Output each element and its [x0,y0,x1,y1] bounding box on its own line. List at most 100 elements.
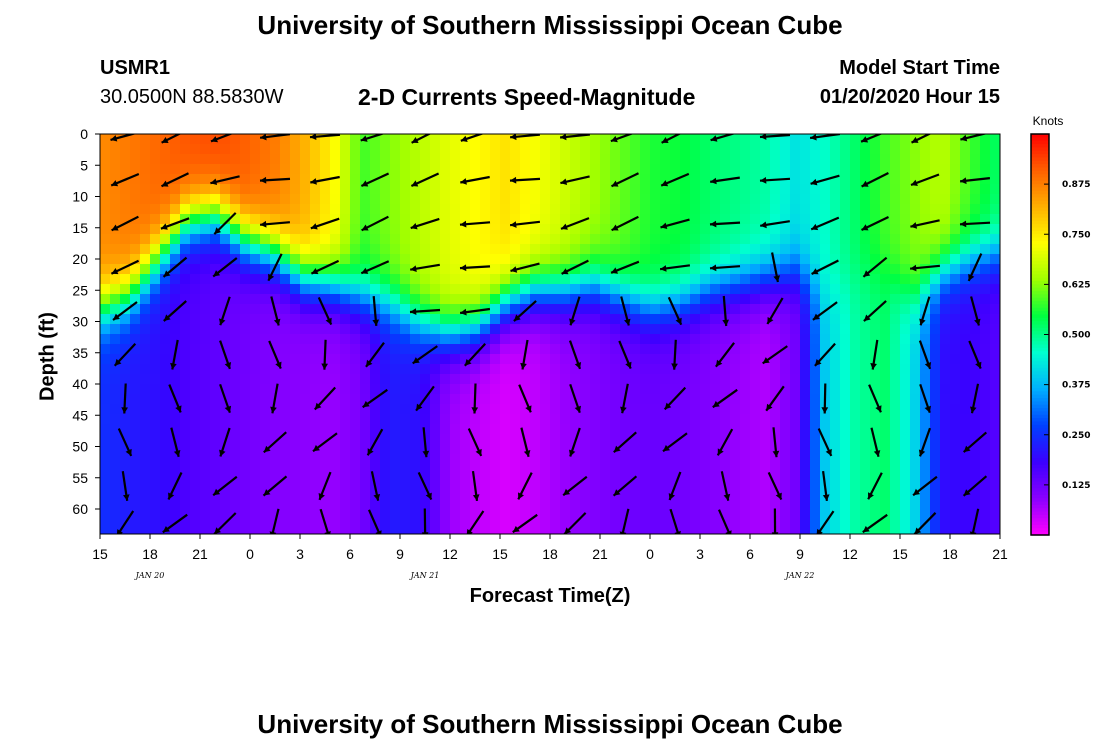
heatmap-cell [200,244,211,255]
heatmap-cell [210,284,221,295]
heatmap-cell [370,204,381,215]
heatmap-cell [570,364,581,375]
heatmap-cell [970,354,981,365]
current-arrow [919,296,931,326]
heatmap-cell [350,264,361,275]
colorbar-swatch [1031,167,1049,172]
current-arrow [170,339,179,370]
heatmap-cell [210,354,221,365]
heatmap-cell [740,134,751,145]
heatmap-cell [260,224,271,235]
heatmap-cell [190,374,201,385]
heatmap-cell [140,324,151,335]
heatmap-cell [980,254,991,265]
heatmap-cell [340,194,351,205]
heatmap-cell [810,234,821,245]
current-arrow [667,296,683,326]
heatmap-cell [450,264,461,275]
heatmap-cell [710,334,721,345]
heatmap-cell [960,424,971,435]
heatmap-cell [460,314,471,325]
heatmap-cell [240,204,251,215]
heatmap-cell [400,434,411,445]
heatmap-cell [840,474,851,485]
heatmap-cell [890,314,901,325]
heatmap-cell [240,494,251,505]
heatmap-cell [990,324,1000,335]
heatmap-cell [610,424,621,435]
heatmap-cell [480,244,491,255]
heatmap-cell [230,454,241,465]
heatmap-cell [720,524,731,534]
heatmap-cell [870,504,881,515]
heatmap-cell [740,444,751,455]
heatmap-cell [520,334,531,345]
heatmap-cell [600,384,611,395]
heatmap-cell [700,524,711,534]
heatmap-cell [530,404,541,415]
heatmap-cell [970,314,981,325]
heatmap-cell [520,514,531,525]
heatmap-cell [720,464,731,475]
heatmap-cell [250,154,261,165]
heatmap-cell [370,144,381,155]
colorbar-swatch [1031,240,1049,245]
heatmap-cell [890,444,901,455]
heatmap-cell [720,454,731,465]
heatmap-cell [330,344,341,355]
heatmap-cell [480,474,491,485]
heatmap-cell [200,394,211,405]
heatmap-cell [430,494,441,505]
current-arrow [510,134,540,141]
heatmap-cell [420,224,431,235]
heatmap-cell [370,184,381,195]
heatmap-cell [440,514,451,525]
heatmap-cell [690,414,701,425]
heatmap-cell [800,134,811,145]
heatmap-cell [930,204,941,215]
heatmap-cell [890,174,901,185]
heatmap-cell [730,194,741,205]
heatmap-cell [510,474,521,485]
heatmap-cell [900,354,911,365]
heatmap-cell [370,274,381,285]
heatmap-cell [100,334,111,345]
heatmap-cell [690,284,701,295]
heatmap-cell [230,404,241,415]
heatmap-cell [930,414,941,425]
heatmap-cell [510,304,521,315]
heatmap-cell [660,154,671,165]
heatmap-cell [320,184,331,195]
heatmap-cell [860,464,871,475]
heatmap-cell [650,424,661,435]
heatmap-cell [700,284,711,295]
heatmap-cell [990,374,1000,385]
heatmap-cell [630,374,641,385]
heatmap-cell [250,394,261,405]
heatmap-cell [860,384,871,395]
heatmap-cell [150,344,161,355]
heatmap-cell [740,224,751,235]
heatmap-cell [170,204,181,215]
heatmap-cell [480,504,491,515]
heatmap-cell [370,464,381,475]
heatmap-cell [210,184,221,195]
heatmap-cell [430,444,441,455]
heatmap-cell [750,214,761,225]
heatmap-cell [530,374,541,385]
heatmap-cell [790,174,801,185]
heatmap-cell [800,324,811,335]
heatmap-cell [490,144,501,155]
heatmap-cell [480,144,491,155]
heatmap-cell [490,274,501,285]
heatmap-cell [930,214,941,225]
colorbar-swatch [1031,227,1049,232]
heatmap-cell [710,484,721,495]
current-arrow [313,386,337,411]
heatmap-cell [840,264,851,275]
heatmap-cell [570,354,581,365]
heatmap-cell [830,334,841,345]
heatmap-cell [580,444,591,455]
heatmap-cell [250,464,261,475]
heatmap-cell [280,234,291,245]
